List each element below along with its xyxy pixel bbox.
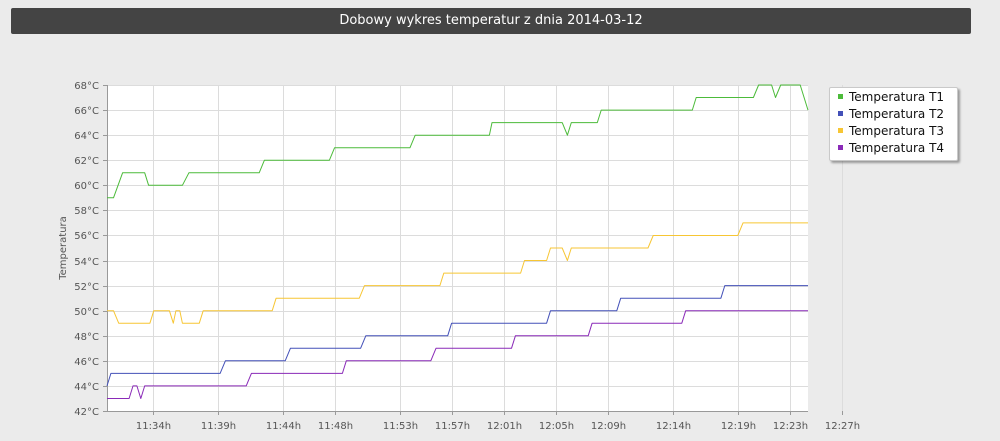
legend-swatch <box>838 145 843 150</box>
legend-item[interactable]: Temperatura T4 <box>838 140 944 157</box>
y-tick-label: 50°C <box>74 307 99 318</box>
y-tick-label: 48°C <box>74 332 99 343</box>
legend-swatch <box>838 128 843 133</box>
y-tick-label: 56°C <box>74 231 99 242</box>
y-tick-label: 46°C <box>74 357 99 368</box>
chart-title: Dobowy wykres temperatur z dnia 2014-03-… <box>11 8 971 34</box>
y-axis-label: Temperatura <box>58 216 69 281</box>
series-line-t1 <box>107 84 809 199</box>
y-tick-label: 44°C <box>74 382 99 393</box>
chart-legend: Temperatura T1 Temperatura T2 Temperatura … <box>829 87 958 161</box>
legend-item[interactable]: Temperatura T2 <box>838 106 944 123</box>
y-tick-label: 62°C <box>74 156 99 167</box>
series-line-t3 <box>107 222 808 324</box>
y-tick-label: 42°C <box>74 407 99 418</box>
legend-label: Temperatura T4 <box>849 141 945 155</box>
legend-item[interactable]: Temperatura T1 <box>838 89 944 106</box>
x-tick-label: 12:19h <box>721 421 756 432</box>
x-tick-label: 11:48h <box>318 421 353 432</box>
y-tick-label: 54°C <box>74 257 99 268</box>
x-tick-label: 12:01h <box>487 421 522 432</box>
legend-label: Temperatura T1 <box>849 90 945 104</box>
x-tick-label: 12:23h <box>773 421 808 432</box>
y-tick-label: 60°C <box>74 181 99 192</box>
x-tick-label: 11:34h <box>136 421 171 432</box>
legend-label: Temperatura T3 <box>849 124 945 138</box>
y-tick-label: 58°C <box>74 206 99 217</box>
y-tick-label: 52°C <box>74 282 99 293</box>
legend-swatch <box>838 94 843 99</box>
legend-label: Temperatura T2 <box>849 107 945 121</box>
legend-item[interactable]: Temperatura T3 <box>838 123 944 140</box>
x-tick-label: 11:57h <box>435 421 470 432</box>
x-tick-label: 12:27h <box>825 421 860 432</box>
series-line-t2 <box>106 285 808 387</box>
y-tick-label: 64°C <box>74 131 99 142</box>
plot-area <box>107 85 808 411</box>
legend-swatch <box>838 111 843 116</box>
x-tick-label: 11:53h <box>383 421 418 432</box>
x-tick-label: 11:44h <box>266 421 301 432</box>
y-tick-label: 68°C <box>74 81 99 92</box>
y-tick-label: 66°C <box>74 106 99 117</box>
series-line-t4 <box>107 310 808 399</box>
x-tick-label: 12:05h <box>539 421 574 432</box>
x-tick-label: 11:39h <box>201 421 236 432</box>
x-tick-label: 12:09h <box>591 421 626 432</box>
x-tick-label: 12:14h <box>656 421 691 432</box>
